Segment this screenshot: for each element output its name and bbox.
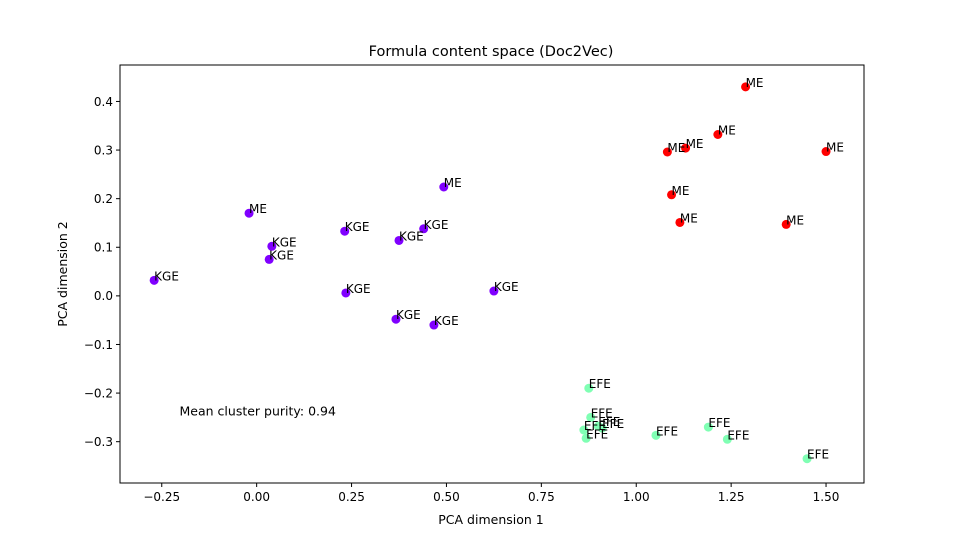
- y-tick-label: 0.1: [94, 241, 113, 255]
- x-tick-label: 1.50: [813, 490, 840, 504]
- x-tick-label: 0.25: [338, 490, 365, 504]
- point-label: KGE: [396, 308, 421, 322]
- data-point: [439, 182, 449, 192]
- data-point: [662, 147, 672, 157]
- point-label: KGE: [345, 220, 370, 234]
- y-tick-label: 0.2: [94, 192, 113, 206]
- point-label: EFE: [589, 377, 611, 391]
- data-point: [581, 433, 591, 443]
- data-point: [391, 314, 401, 324]
- point-label: EFE: [727, 428, 749, 442]
- point-label: EFE: [602, 417, 624, 431]
- data-point: [586, 412, 596, 422]
- data-point: [340, 226, 350, 236]
- y-tick-label: 0.4: [94, 95, 113, 109]
- x-axis: −0.25 0.00 0.25 0.50 0.75 1.00 1.25 1.50: [143, 483, 839, 504]
- data-point: [651, 430, 661, 440]
- point-label: ME: [746, 76, 764, 90]
- points-layer: [149, 82, 831, 464]
- data-point: [579, 425, 589, 435]
- point-label: KGE: [269, 248, 294, 262]
- point-label: KGE: [424, 218, 449, 232]
- data-point: [489, 286, 499, 296]
- chart-title: Formula content space (Doc2Vec): [369, 44, 614, 60]
- point-label: KGE: [272, 235, 297, 249]
- data-point: [597, 423, 607, 433]
- data-point: [681, 143, 691, 153]
- x-tick-label: 1.00: [623, 490, 650, 504]
- y-axis: −0.3 −0.2 −0.1 0.0 0.1 0.2 0.3 0.4: [84, 95, 120, 449]
- point-label: ME: [686, 137, 704, 151]
- data-point: [821, 147, 831, 157]
- data-point: [267, 241, 277, 251]
- point-label: KGE: [434, 314, 459, 328]
- point-label: ME: [672, 184, 690, 198]
- data-point: [667, 190, 677, 200]
- x-axis-label: PCA dimension 1: [438, 512, 543, 527]
- point-label: KGE: [346, 282, 371, 296]
- point-label: ME: [680, 211, 698, 225]
- point-label: ME: [249, 202, 267, 216]
- point-label: KGE: [154, 269, 179, 283]
- point-label: KGE: [399, 229, 424, 243]
- y-tick-label: −0.3: [84, 435, 113, 449]
- data-point: [264, 254, 274, 264]
- data-point: [802, 454, 812, 464]
- point-label: ME: [667, 141, 685, 155]
- y-tick-label: 0.0: [94, 289, 113, 303]
- data-point: [722, 434, 732, 444]
- data-point: [429, 320, 439, 330]
- x-tick-label: 0.00: [243, 490, 270, 504]
- point-label: EFE: [591, 406, 613, 420]
- data-point: [713, 130, 723, 140]
- point-label: ME: [826, 141, 844, 155]
- x-tick-label: −0.25: [143, 490, 180, 504]
- y-tick-label: 0.3: [94, 143, 113, 157]
- data-point: [419, 224, 429, 234]
- point-label: ME: [444, 176, 462, 190]
- point-label: ME: [786, 213, 804, 227]
- point-label: EFE: [656, 424, 678, 438]
- data-point: [584, 383, 594, 393]
- x-tick-label: 1.25: [718, 490, 745, 504]
- y-tick-label: −0.1: [84, 338, 113, 352]
- data-point: [703, 422, 713, 432]
- data-point: [244, 208, 254, 218]
- x-tick-label: 0.75: [528, 490, 555, 504]
- data-point: [341, 288, 351, 298]
- point-label: EFE: [708, 416, 730, 430]
- data-point: [781, 219, 791, 229]
- data-point: [675, 217, 685, 227]
- point-label: EFE: [598, 415, 620, 429]
- x-tick-label: 0.50: [433, 490, 460, 504]
- point-label: EFE: [586, 427, 608, 441]
- data-point: [741, 82, 751, 92]
- y-tick-label: −0.2: [84, 386, 113, 400]
- data-point: [394, 235, 404, 245]
- purity-annotation: Mean cluster purity: 0.94: [180, 404, 336, 419]
- plot-frame: [119, 64, 865, 484]
- point-labels-layer: KGEMEKGEKGEKGEKGEKGEKGEKGEKGEMEKGEMEMEME…: [154, 76, 844, 462]
- point-label: ME: [718, 124, 736, 138]
- point-label: EFE: [584, 419, 606, 433]
- point-label: EFE: [807, 448, 829, 462]
- y-axis-label: PCA dimension 2: [55, 221, 70, 326]
- data-point: [149, 275, 159, 285]
- point-label: KGE: [494, 280, 519, 294]
